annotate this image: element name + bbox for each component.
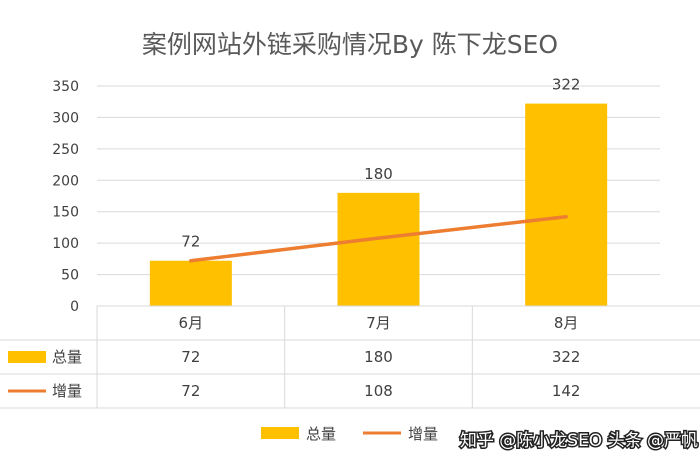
table-series-name: 增量 (52, 382, 82, 400)
legend-label: 增量 (408, 425, 438, 443)
y-tick-label: 150 (52, 205, 79, 221)
table-cell: 322 (552, 348, 581, 366)
table-series-name: 总量 (52, 348, 82, 366)
legend-label: 总量 (306, 425, 336, 443)
y-tick-label: 300 (52, 110, 79, 126)
table-cell: 142 (552, 382, 581, 400)
y-tick-label: 200 (52, 173, 79, 189)
watermark: 知乎 @陈小龙SEO 头条 @严帆 (460, 431, 698, 451)
y-tick-label: 50 (61, 268, 79, 284)
table-cell: 72 (181, 382, 200, 400)
category-label: 8月 (554, 314, 579, 332)
bar (149, 260, 232, 306)
table-cell: 108 (364, 382, 393, 400)
category-label: 7月 (366, 314, 391, 332)
data-label: 180 (364, 165, 393, 183)
y-axis: 0 50 100 150 200 250 300 350 (52, 79, 79, 315)
table-cell: 72 (181, 348, 200, 366)
y-tick-label: 350 (52, 79, 79, 95)
bar (525, 103, 608, 306)
bars (149, 103, 608, 306)
data-label: 322 (552, 76, 581, 94)
bar (337, 192, 420, 306)
line-series (189, 214, 568, 263)
category-label: 6月 (179, 314, 204, 332)
y-tick-label: 0 (70, 299, 79, 315)
data-labels: 72 180 322 (181, 76, 580, 251)
y-tick-label: 100 (52, 236, 79, 252)
table-key-bar (8, 351, 46, 363)
table-cell: 180 (364, 348, 393, 366)
data-label: 72 (181, 233, 200, 251)
legend: 总量 增量 (261, 425, 438, 443)
chart-title: 案例网站外链采购情况By 陈下龙SEO (142, 30, 558, 59)
y-tick-label: 250 (52, 142, 79, 158)
legend-key-bar (261, 427, 299, 439)
